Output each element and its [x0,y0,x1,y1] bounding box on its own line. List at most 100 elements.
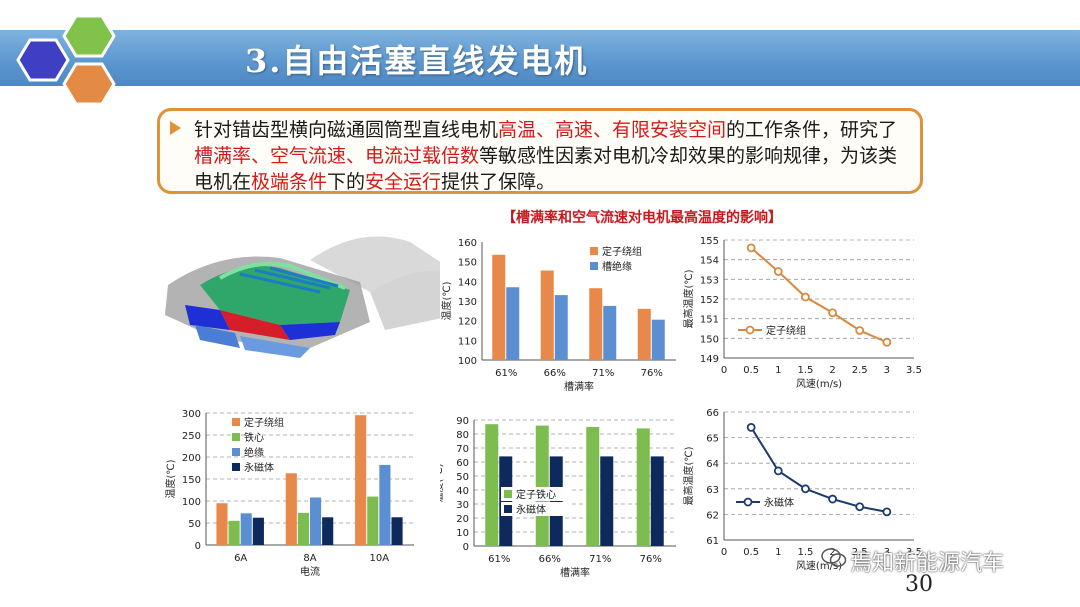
hexagon-logo [16,14,116,106]
x-tick-label: 2 [829,365,835,376]
y-tick-label: 151 [700,315,719,326]
y-tick-label: 150 [182,475,201,486]
y-axis-label: 最高温度(℃) [682,446,695,505]
bar [637,308,651,360]
summary-box: 针对错齿型横向磁通圆筒型直线电机高温、高速、有限安装空间的工作条件，研究了槽满率… [157,108,923,194]
x-tick-label: 3.5 [906,365,922,376]
x-tick-label: 8A [303,553,316,564]
chart-caption: 【槽满率和空气流速对电机最高温度的影响】 [502,210,782,226]
data-point [855,326,865,335]
data-point [882,337,892,347]
x-axis-label: 电流 [300,565,320,577]
bar [499,456,513,546]
y-tick-label: 60 [456,458,469,469]
y-tick-label: 70 [456,444,469,455]
summary-phrase: 下的 [327,171,366,193]
y-tick-label: 100 [458,356,477,367]
legend-label: 铁心 [244,431,264,444]
y-axis-label: 温度(℃) [164,459,177,498]
y-tick-label: 140 [458,277,477,288]
y-tick-label: 200 [182,453,201,464]
y-tick-label: 160 [458,238,477,249]
y-tick-label: 110 [458,336,477,347]
bar [636,428,650,546]
legend-swatch [504,490,512,498]
series-line [750,247,888,344]
x-tick-label: 71% [592,368,614,379]
y-tick-label: 90 [456,416,469,427]
highlighted-phrase: 槽满率、空气流速、电流过载倍数 [194,145,480,167]
legend-label: 定子绕组 [766,324,806,337]
y-tick-label: 40 [456,486,469,497]
x-tick-label: 6A [234,553,247,564]
summary-phrase: 针对错齿型横向磁通圆筒型直线电机 [194,119,499,141]
bar [589,288,603,360]
legend-swatch [232,433,240,441]
x-tick-label: 10A [370,553,390,564]
legend-swatch [232,448,240,456]
y-tick-label: 61 [706,536,719,547]
bar [535,425,549,546]
y-tick-label: 50 [456,472,469,483]
bar [297,512,309,545]
y-tick-label: 50 [188,519,201,530]
x-tick-label: 3.5 [906,547,922,558]
x-axis-label: 风速(m/s) [796,378,842,390]
bar [549,456,563,546]
legend-label: 绝缘 [244,446,264,459]
x-tick-label: 1.5 [797,547,813,558]
legend-label: 永磁体 [764,496,794,509]
data-point [746,243,756,253]
bar [651,319,665,360]
highlighted-phrase: 极端条件 [251,171,328,193]
bar [355,415,367,545]
bar [492,254,506,360]
legend-label: 槽绝缘 [602,260,632,273]
x-tick-label: 0 [721,547,727,558]
bar [485,424,499,546]
y-tick-label: 250 [182,431,201,442]
summary-phrase: 等敏感性因素对电机冷却效果的影响规律，为该类电机在 [194,145,898,193]
bar [650,456,664,546]
bar [586,427,600,546]
bar [600,456,614,546]
summary-phrase: 提供了保障。 [441,171,556,193]
watermark-text: 焉知新能源汽车 [850,551,1005,576]
bar [379,464,391,545]
bar [228,520,240,545]
bar [322,517,334,545]
x-tick-label: 2 [829,547,835,558]
y-tick-label: 155 [700,236,719,247]
y-tick-label: 20 [456,514,469,525]
y-tick-label: 0 [195,541,201,552]
summary-text: 针对错齿型横向磁通圆筒型直线电机高温、高速、有限安装空间的工作条件，研究了槽满率… [194,117,908,195]
data-point [801,484,810,494]
y-tick-label: 65 [706,434,719,445]
x-tick-label: 2.5 [852,547,868,558]
data-point [882,507,892,517]
y-tick-label: 80 [456,430,469,441]
chart-slot-fill-core-magnet: 0 10 20 30 40 50 60 70 80 90 温度(℃) 61% 66% 71% 76% 槽满率 定… [440,405,690,577]
y-tick-label: 64 [706,459,719,470]
y-tick-label: 154 [700,256,719,267]
chart-current-temperature: 0 50 100 150 200 250 300 温度(℃) 6A 8A 10A 电流 定子绕组铁心绝缘… [160,405,430,577]
bar [506,287,520,360]
legend-label: 定子绕组 [244,416,284,429]
legend-swatch [232,418,240,426]
legend-bg [501,502,571,516]
bar [540,270,554,360]
y-axis-label: 温度(℃) [440,463,445,502]
x-tick-label: 3 [884,547,890,558]
highlighted-phrase: 安全运行 [365,171,442,193]
y-axis-label: 温度(℃) [440,281,453,320]
x-tick-label: 66% [544,368,566,379]
bar [285,473,297,545]
highlighted-phrase: 高温、高速、有限安装空间 [498,119,727,141]
legend-label: 永磁体 [244,461,274,474]
y-tick-label: 100 [182,497,201,508]
legend-marker [743,497,753,507]
x-tick-label: 1 [775,547,781,558]
legend-label: 永磁体 [516,503,546,516]
x-tick-label: 1.5 [797,365,813,376]
